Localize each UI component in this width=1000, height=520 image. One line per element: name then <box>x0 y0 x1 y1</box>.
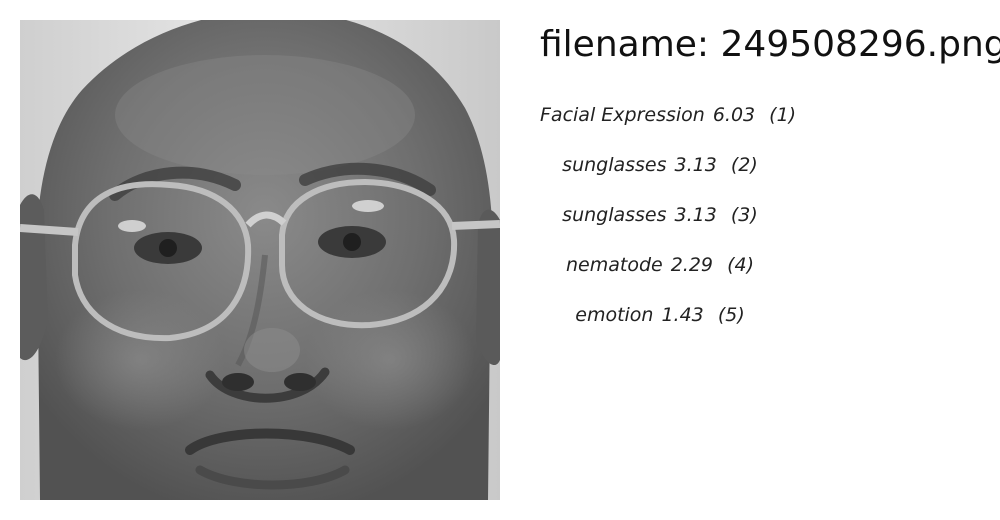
filename-value: 249508296.png <box>720 24 1000 65</box>
prediction-score: 3.13 <box>674 154 717 176</box>
prediction-score: 2.29 <box>670 254 714 276</box>
prediction-label: sunglasses <box>562 204 667 226</box>
face-photo <box>20 20 500 500</box>
prediction-label: emotion <box>575 304 654 326</box>
prediction-score: 1.43 <box>661 304 704 326</box>
prediction-item: nematode 2.29 (4) <box>540 250 780 300</box>
face-photo-illustration <box>20 20 500 500</box>
prediction-score: 3.13 <box>674 204 717 226</box>
prediction-label: nematode <box>566 254 663 276</box>
prediction-rank: (4) <box>727 254 754 276</box>
prediction-rank: (3) <box>730 204 758 226</box>
prediction-label: sunglasses <box>562 154 667 176</box>
prediction-rank: (2) <box>730 154 758 176</box>
prediction-score: 6.03 <box>712 104 756 126</box>
filename-label: filename: <box>540 24 710 65</box>
prediction-item: sunglasses 3.13 (2) <box>540 150 780 200</box>
prediction-label: Facial Expression <box>540 104 705 126</box>
prediction-list: Facial Expression 6.03 (1) sunglasses 3.13… <box>540 100 796 350</box>
filename-heading: filename: 249508296.png <box>540 23 1000 67</box>
prediction-item: sunglasses 3.13 (3) <box>540 200 780 250</box>
prediction-rank: (5) <box>717 304 745 326</box>
prediction-item: Facial Expression 6.03 (1) <box>540 100 796 150</box>
prediction-rank: (1) <box>769 104 797 126</box>
prediction-item: emotion 1.43 (5) <box>540 300 780 350</box>
